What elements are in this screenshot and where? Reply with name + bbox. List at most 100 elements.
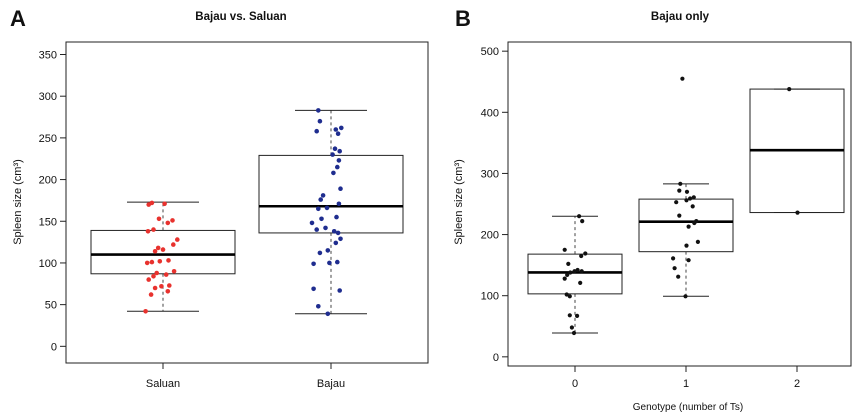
panel-b-box-0 [527, 215, 623, 334]
panel-a-x-axis: Saluan Bajau [146, 363, 345, 390]
panel-b-y-axis: 0 100 200 300 400 500 [481, 46, 508, 364]
panel-a-data-point [149, 200, 155, 206]
panel-b-ytick-label: 300 [481, 168, 499, 180]
panel-a-data-point [323, 225, 328, 231]
panel-a-data-point [331, 170, 336, 176]
panel-b-data-point [686, 258, 691, 263]
panel-a-data-point [171, 242, 176, 247]
panel-b-data-point [562, 276, 567, 281]
panel-a-box-iqr [258, 154, 404, 234]
panel-b-ylabel: Spleen size (cm³) [453, 159, 465, 245]
panel-a-box-bajau [258, 109, 404, 315]
panel-a-ytick-label: 50 [45, 300, 57, 312]
panel-a-data-point [167, 283, 172, 288]
panel-b-ytick-label: 400 [481, 107, 499, 119]
panel-b-data-point [568, 270, 573, 275]
panel-b-data-point [562, 247, 567, 252]
panel-a-data-point [338, 186, 343, 191]
panel-a-xtick-label: Saluan [146, 378, 180, 390]
panel-b-data-point [579, 253, 584, 259]
panel-a-data-point [325, 248, 331, 253]
panel-letter-a: A [10, 6, 26, 31]
panel-a-data-point [320, 193, 326, 198]
panel-b-xtick-label: 0 [572, 378, 578, 390]
panel-b-ytick-label: 500 [481, 46, 499, 58]
panel-a-data-point [156, 216, 162, 222]
panel-a-ytick-label: 100 [39, 258, 57, 270]
panel-a-data-point [334, 214, 339, 220]
panel-b-xtick-label: 1 [683, 378, 689, 390]
panel-b-data-point [688, 196, 693, 201]
panel-a-box-saluan [90, 201, 236, 312]
panel-a-data-point [324, 205, 330, 211]
panel-b-data-point [680, 76, 685, 81]
panel-a-data-point [339, 125, 344, 131]
panel-b-data-point [672, 266, 677, 271]
panel-a-data-point [330, 152, 335, 157]
panel-b-data-point [676, 274, 681, 279]
panel-a-xtick-label: Bajau [317, 378, 345, 390]
panel-a-ytick-label: 200 [39, 175, 57, 187]
panel-a-points [143, 108, 344, 317]
panel-a-data-point [143, 309, 148, 314]
panel-a-data-point [335, 131, 341, 136]
panel-b-data-point [577, 214, 582, 219]
panel-a-data-point [316, 206, 321, 212]
panel-a-data-point [333, 127, 339, 132]
panel-b-data-point [575, 313, 580, 318]
panel-b-data-point [677, 213, 682, 218]
panel-a-data-point [311, 261, 316, 267]
panel-b-data-point [671, 256, 676, 261]
panel-a-boxplots [90, 109, 404, 315]
panel-b-box-iqr [527, 253, 623, 295]
panel-a-data-point [335, 259, 340, 265]
panel-a-data-point [332, 146, 338, 151]
panel-a-ytick-label: 250 [39, 133, 57, 145]
panel-b-data-point [579, 269, 584, 274]
panel-b-xtick-label: 2 [794, 378, 800, 390]
panel-a-data-point [337, 288, 343, 293]
panel-b-data-point [575, 267, 580, 273]
panel-a-data-point [152, 249, 158, 254]
panel-a-data-point [159, 284, 164, 289]
panel-a-data-point [337, 148, 343, 154]
panel-b-data-point [695, 239, 701, 244]
panel-b-data-point [569, 325, 575, 330]
panel-b-data-point [683, 294, 688, 299]
panel-a-data-point [316, 304, 321, 309]
panel-a-data-point [149, 259, 155, 265]
panel-b-data-point [677, 188, 682, 193]
panel-a-data-point [311, 286, 316, 292]
panel-b-data-point [571, 330, 577, 336]
panel-b-x-axis: 0 1 2 [572, 366, 800, 390]
panel-a-data-point [160, 247, 166, 252]
panel-a-data-point [151, 227, 156, 232]
panel-a-data-point [166, 258, 171, 263]
panel-a-data-point [317, 118, 323, 124]
panel-a-data-point [319, 216, 324, 222]
panel-a-plot-frame [65, 41, 429, 364]
panel-b-data-point [564, 292, 569, 297]
panel-a-data-point [336, 158, 342, 163]
panel-a-data-point [314, 227, 320, 232]
panel-b-data-point [578, 280, 583, 285]
panel-a-data-point [151, 274, 156, 279]
panel-letter-b: B [455, 6, 471, 31]
panel-b-data-point [580, 219, 585, 224]
panel-b: B Bajau only Spleen size (cm³) Genotype … [453, 6, 852, 413]
panel-a-data-point [148, 292, 154, 297]
panel-a-ytick-label: 300 [39, 91, 57, 103]
panel-a-data-point [163, 272, 169, 277]
panel-a-data-point [331, 229, 337, 234]
panel-b-data-point [567, 313, 572, 318]
panel-a-ytick-label: 350 [39, 50, 57, 62]
panel-a-data-point [338, 236, 343, 242]
panel-a-data-point [165, 220, 171, 226]
panel-a-data-point [175, 237, 180, 242]
panel-a-title: Bajau vs. Saluan [195, 11, 286, 23]
panel-a-data-point [162, 201, 167, 207]
panel-a-ytick-label: 150 [39, 216, 57, 228]
panel-a-data-point [157, 259, 163, 264]
panel-a-data-point [335, 164, 340, 170]
